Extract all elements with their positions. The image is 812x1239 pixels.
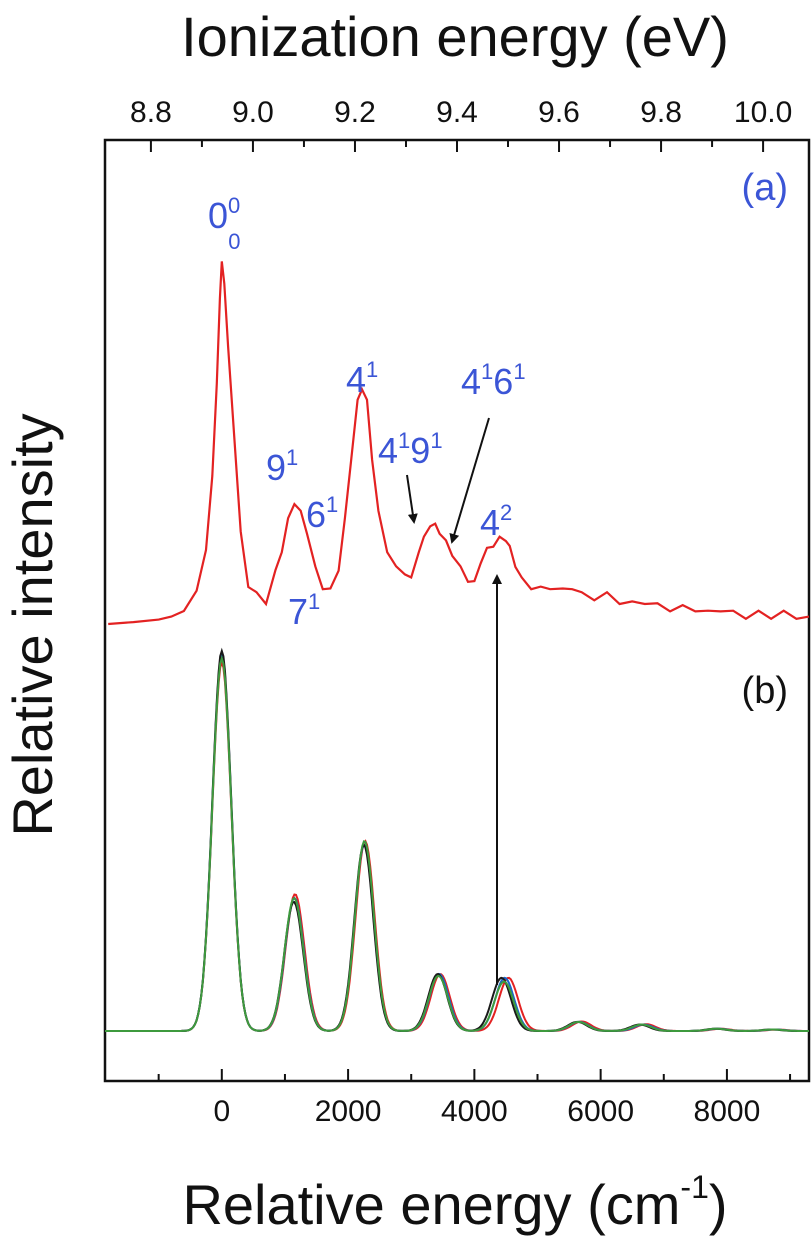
bottom-axis-title-main: Relative energy (cm bbox=[182, 1173, 680, 1236]
top-tick-label: 10.0 bbox=[734, 96, 792, 129]
bottom-tick-label: 4000 bbox=[441, 1095, 508, 1128]
label-9-1: 91 bbox=[266, 445, 298, 488]
top-axis-title: Ionization energy (eV) bbox=[181, 5, 729, 68]
panel-label-a: (a) bbox=[742, 167, 788, 209]
bottom-axis-title: Relative energy (cm-1) bbox=[182, 1169, 727, 1236]
top-tick-label: 9.2 bbox=[334, 96, 376, 129]
bottom-tick-label: 6000 bbox=[567, 1095, 634, 1128]
series-a-experiment bbox=[108, 261, 810, 626]
bottom-axis-ticks: 0 2000 4000 6000 8000 bbox=[157, 1069, 792, 1128]
label-4-2: 42 bbox=[480, 500, 512, 543]
top-tick-label: 9.8 bbox=[640, 96, 682, 129]
top-tick-label: 8.8 bbox=[130, 96, 172, 129]
label-4-1: 41 bbox=[346, 357, 378, 400]
top-tick-label: 9.0 bbox=[232, 96, 274, 129]
top-axis-ticks: 8.8 9.0 9.2 9.4 9.6 9.8 10.0 bbox=[130, 96, 792, 152]
bottom-tick-label: 0 bbox=[213, 1095, 230, 1128]
label-7-1: 71 bbox=[288, 589, 320, 632]
label-6-1: 61 bbox=[306, 492, 338, 535]
bottom-axis-title-sup: -1 bbox=[680, 1169, 708, 1205]
arrow-4-1-9-1 bbox=[406, 474, 418, 524]
y-axis-title: Relative intensity bbox=[1, 413, 64, 836]
label-4-1-6-1: 4161 bbox=[461, 359, 526, 402]
series-b-simulation-3 bbox=[105, 655, 809, 1032]
label-4-1-9-1: 4191 bbox=[378, 428, 443, 471]
label-origin: 00 0 bbox=[208, 193, 241, 254]
bottom-tick-label: 8000 bbox=[694, 1095, 761, 1128]
top-tick-label: 9.6 bbox=[538, 96, 580, 129]
bottom-axis-title-close: ) bbox=[709, 1173, 728, 1236]
series-layer bbox=[105, 261, 810, 1033]
bottom-tick-label: 2000 bbox=[315, 1095, 382, 1128]
arrow-4-1-6-1 bbox=[449, 417, 490, 544]
top-tick-label: 9.4 bbox=[436, 96, 478, 129]
panel-label-b: (b) bbox=[742, 670, 788, 712]
